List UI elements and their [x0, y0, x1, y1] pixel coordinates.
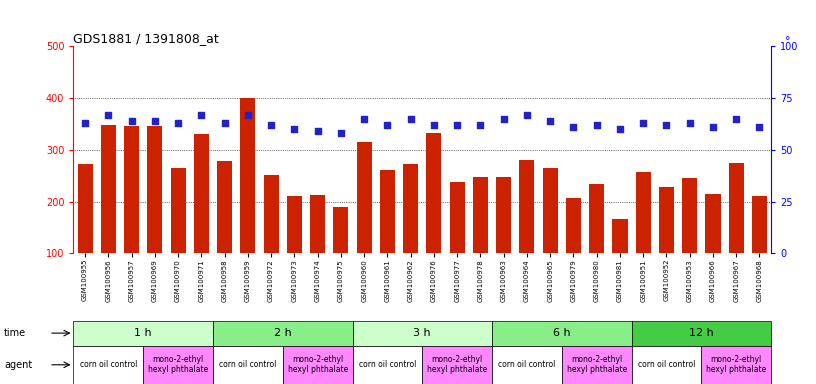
- Point: [497, 116, 510, 122]
- Bar: [193, 134, 209, 253]
- Point: [218, 120, 231, 126]
- Point: [78, 120, 91, 126]
- Point: [428, 122, 441, 128]
- Bar: [492, 346, 561, 384]
- Text: 6 h: 6 h: [553, 328, 570, 338]
- Bar: [543, 168, 558, 253]
- Bar: [561, 346, 632, 384]
- Text: mono-2-ethyl
hexyl phthalate: mono-2-ethyl hexyl phthalate: [427, 355, 487, 374]
- Text: corn oil control: corn oil control: [220, 360, 277, 369]
- Text: GDS1881 / 1391808_at: GDS1881 / 1391808_at: [73, 32, 220, 45]
- Bar: [379, 170, 395, 253]
- Text: corn oil control: corn oil control: [638, 360, 695, 369]
- Point: [521, 111, 534, 118]
- Bar: [565, 198, 581, 253]
- Text: corn oil control: corn oil control: [80, 360, 137, 369]
- Point: [730, 116, 743, 122]
- Text: corn oil control: corn oil control: [359, 360, 416, 369]
- Point: [242, 111, 255, 118]
- Bar: [286, 197, 302, 253]
- Text: mono-2-ethyl
hexyl phthalate: mono-2-ethyl hexyl phthalate: [287, 355, 348, 374]
- Bar: [632, 321, 771, 346]
- Point: [590, 122, 603, 128]
- Bar: [705, 194, 721, 253]
- Point: [335, 130, 348, 136]
- Bar: [589, 184, 605, 253]
- Bar: [171, 168, 186, 253]
- Text: agent: agent: [4, 360, 33, 370]
- Point: [543, 118, 557, 124]
- Point: [357, 116, 370, 122]
- Bar: [283, 346, 353, 384]
- Bar: [213, 321, 353, 346]
- Text: °: °: [785, 36, 791, 46]
- Bar: [240, 98, 255, 253]
- Bar: [100, 125, 116, 253]
- Text: mono-2-ethyl
hexyl phthalate: mono-2-ethyl hexyl phthalate: [706, 355, 766, 374]
- Bar: [729, 163, 744, 253]
- Bar: [353, 346, 423, 384]
- Point: [683, 120, 696, 126]
- Point: [102, 111, 115, 118]
- Bar: [423, 346, 492, 384]
- Point: [567, 124, 580, 130]
- Text: 3 h: 3 h: [414, 328, 431, 338]
- Bar: [78, 164, 93, 253]
- Bar: [124, 126, 140, 253]
- Bar: [450, 182, 465, 253]
- Bar: [353, 321, 492, 346]
- Point: [753, 124, 766, 130]
- Point: [636, 120, 650, 126]
- Bar: [73, 346, 144, 384]
- Bar: [492, 321, 632, 346]
- Point: [381, 122, 394, 128]
- Bar: [264, 175, 279, 253]
- Bar: [403, 164, 419, 253]
- Point: [707, 124, 720, 130]
- Text: 1 h: 1 h: [135, 328, 152, 338]
- Bar: [636, 172, 651, 253]
- Point: [311, 128, 324, 134]
- Point: [474, 122, 487, 128]
- Point: [450, 122, 463, 128]
- Bar: [632, 346, 702, 384]
- Bar: [333, 207, 348, 253]
- Bar: [144, 346, 213, 384]
- Bar: [682, 178, 698, 253]
- Bar: [213, 346, 283, 384]
- Point: [288, 126, 301, 132]
- Point: [660, 122, 673, 128]
- Point: [264, 122, 277, 128]
- Bar: [612, 219, 628, 253]
- Bar: [496, 177, 512, 253]
- Bar: [472, 177, 488, 253]
- Text: time: time: [4, 328, 26, 338]
- Point: [125, 118, 138, 124]
- Bar: [73, 321, 213, 346]
- Bar: [659, 187, 674, 253]
- Point: [171, 120, 184, 126]
- Point: [149, 118, 162, 124]
- Bar: [310, 195, 326, 253]
- Text: 12 h: 12 h: [689, 328, 714, 338]
- Bar: [752, 197, 767, 253]
- Text: 2 h: 2 h: [274, 328, 291, 338]
- Bar: [147, 126, 162, 253]
- Point: [404, 116, 417, 122]
- Bar: [217, 161, 233, 253]
- Text: corn oil control: corn oil control: [499, 360, 556, 369]
- Bar: [426, 132, 441, 253]
- Point: [195, 111, 208, 118]
- Text: mono-2-ethyl
hexyl phthalate: mono-2-ethyl hexyl phthalate: [148, 355, 208, 374]
- Bar: [702, 346, 771, 384]
- Bar: [357, 142, 372, 253]
- Bar: [519, 160, 534, 253]
- Text: mono-2-ethyl
hexyl phthalate: mono-2-ethyl hexyl phthalate: [566, 355, 627, 374]
- Point: [614, 126, 627, 132]
